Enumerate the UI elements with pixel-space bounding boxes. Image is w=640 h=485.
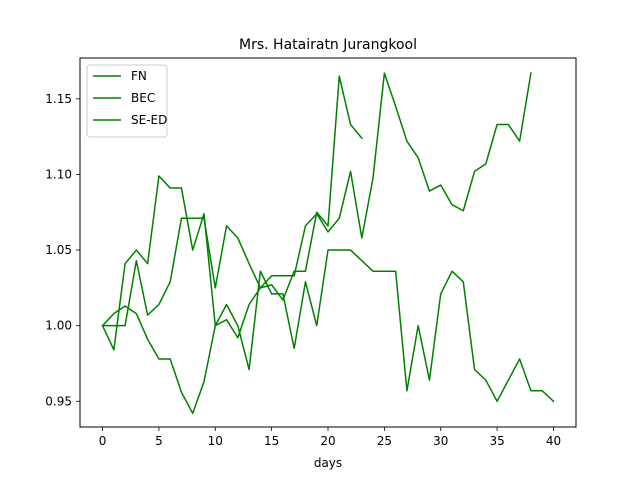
x-axis-label: days (314, 456, 342, 470)
legend-label: BEC (131, 91, 155, 105)
legend-label: SE-ED (131, 113, 167, 127)
chart-title: Mrs. Hatairatn Jurangkool (239, 37, 417, 53)
y-axis: 0.95 1.00 1.05 1.10 1.15 (45, 92, 80, 408)
x-tick-label: 10 (208, 434, 223, 448)
x-tick-label: 25 (377, 434, 392, 448)
plot-lines (101, 72, 555, 415)
x-tick-label: 0 (99, 434, 107, 448)
x-tick-label: 35 (489, 434, 504, 448)
legend: FN BEC SE-ED (86, 64, 168, 138)
series-line-1 (101, 72, 532, 351)
series-line-0 (101, 75, 363, 327)
y-tick-label: 1.05 (45, 243, 72, 257)
y-tick-label: 0.95 (45, 394, 72, 408)
legend-box (86, 64, 168, 138)
x-tick-label: 5 (155, 434, 163, 448)
x-tick-label: 20 (320, 434, 335, 448)
series-line-2 (101, 249, 555, 415)
y-tick-label: 1.10 (45, 167, 72, 181)
y-tick-label: 1.15 (45, 92, 72, 106)
x-tick-label: 15 (264, 434, 279, 448)
x-axis: 0 5 10 15 20 25 30 35 40 (99, 427, 561, 448)
legend-label: FN (131, 69, 147, 83)
y-tick-label: 1.00 (45, 319, 72, 333)
x-tick-label: 30 (433, 434, 448, 448)
x-tick-label: 40 (546, 434, 561, 448)
